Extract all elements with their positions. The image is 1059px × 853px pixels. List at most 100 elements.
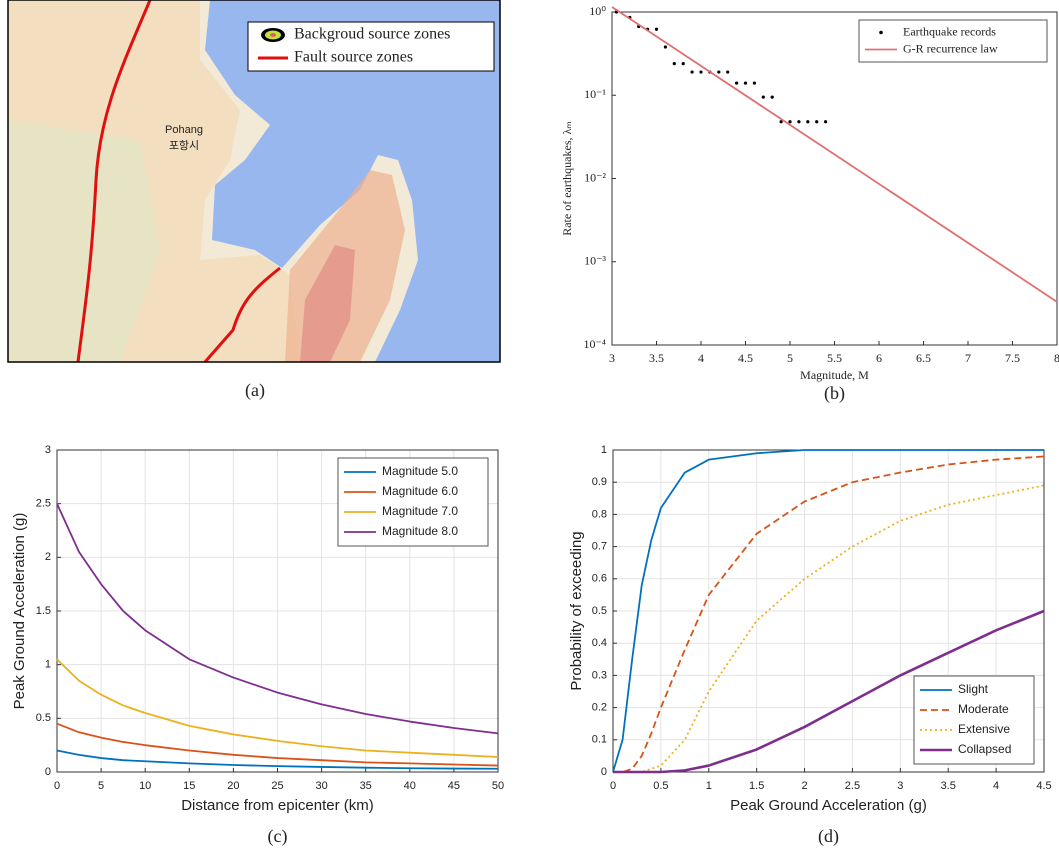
x-tick-label: 2 bbox=[801, 780, 807, 792]
x-tick-label: 3 bbox=[609, 351, 615, 365]
y-tick-label: 2.5 bbox=[36, 498, 51, 510]
legend-swatch bbox=[879, 31, 883, 35]
data-point bbox=[673, 62, 676, 65]
x-tick-label: 20 bbox=[227, 780, 239, 792]
legend-label: Magnitude 7.0 bbox=[382, 504, 458, 518]
y-tick-label: 10⁻³ bbox=[584, 254, 606, 268]
data-point bbox=[797, 120, 800, 123]
y-tick-label: 1 bbox=[601, 444, 607, 456]
x-tick-label: 6 bbox=[876, 351, 882, 365]
x-tick-label: 25 bbox=[271, 780, 283, 792]
map-label: 포항시 bbox=[169, 139, 199, 152]
x-tick-label: 1 bbox=[706, 780, 712, 792]
x-tick-label: 10 bbox=[139, 780, 151, 792]
x-tick-label: 15 bbox=[183, 780, 195, 792]
x-tick-label: 3.5 bbox=[649, 351, 664, 365]
legend-label: Moderate bbox=[958, 702, 1009, 716]
y-tick-label: 10⁻⁴ bbox=[583, 337, 606, 351]
y-tick-label: 0.1 bbox=[592, 734, 607, 746]
y-tick-label: 0.8 bbox=[592, 508, 607, 520]
legend-label: Earthquake records bbox=[903, 24, 996, 38]
x-tick-label: 1.5 bbox=[749, 780, 764, 792]
legend-label: G-R recurrence law bbox=[903, 41, 998, 55]
y-tick-label: 0.5 bbox=[36, 712, 51, 724]
x-tick-label: 0.5 bbox=[653, 780, 668, 792]
y-tick-label: 0.9 bbox=[592, 476, 607, 488]
caption: (d) bbox=[818, 826, 839, 847]
data-point bbox=[726, 70, 729, 73]
x-tick-label: 7 bbox=[965, 351, 971, 365]
y-tick-label: 1 bbox=[45, 659, 51, 671]
y-axis-label: Rate of earthquakes, λₘ bbox=[560, 121, 574, 236]
x-tick-label: 3.5 bbox=[941, 780, 956, 792]
y-tick-label: 0 bbox=[601, 766, 607, 778]
legend-label: Magnitude 5.0 bbox=[382, 464, 458, 478]
legend-label: Backgroud source zones bbox=[294, 26, 450, 43]
x-tick-label: 7.5 bbox=[1005, 351, 1020, 365]
y-tick-label: 3 bbox=[45, 444, 51, 456]
y-tick-label: 0.6 bbox=[592, 573, 607, 585]
x-tick-label: 4.5 bbox=[738, 351, 753, 365]
y-tick-label: 10⁻² bbox=[584, 170, 606, 184]
x-tick-label: 50 bbox=[492, 780, 504, 792]
y-tick-label: 0 bbox=[45, 766, 51, 778]
y-tick-label: 10⁰ bbox=[589, 4, 606, 18]
data-point bbox=[771, 96, 774, 99]
x-tick-label: 4 bbox=[993, 780, 999, 792]
y-tick-label: 0.4 bbox=[592, 637, 607, 649]
legend-icon bbox=[270, 33, 276, 37]
y-tick-label: 1.5 bbox=[36, 605, 51, 617]
map-label: Pohang bbox=[165, 124, 203, 136]
data-point bbox=[735, 81, 738, 84]
data-point bbox=[699, 70, 702, 73]
caption: (a) bbox=[245, 380, 265, 401]
x-tick-label: 5.5 bbox=[827, 351, 842, 365]
x-tick-label: 4 bbox=[698, 351, 704, 365]
x-tick-label: 0 bbox=[54, 780, 60, 792]
map: Pohang 포항시 Backgroud source zones Fault … bbox=[8, 0, 500, 362]
y-tick-label: 0.3 bbox=[592, 669, 607, 681]
legend-label: Extensive bbox=[958, 722, 1010, 736]
x-tick-label: 30 bbox=[315, 780, 327, 792]
x-tick-label: 6.5 bbox=[916, 351, 931, 365]
caption: (b) bbox=[824, 383, 845, 404]
data-point bbox=[682, 62, 685, 65]
figure: Pohang 포항시 Backgroud source zones Fault … bbox=[0, 0, 1059, 853]
data-point bbox=[717, 70, 720, 73]
data-point bbox=[806, 120, 809, 123]
y-tick-label: 0.7 bbox=[592, 541, 607, 553]
x-tick-label: 8 bbox=[1054, 351, 1059, 365]
y-tick-label: 0.5 bbox=[592, 605, 607, 617]
legend-label: Magnitude 8.0 bbox=[382, 524, 458, 538]
data-point bbox=[788, 120, 791, 123]
x-axis-label: Peak Ground Acceleration (g) bbox=[730, 797, 927, 814]
y-tick-label: 10⁻¹ bbox=[584, 87, 606, 101]
y-tick-label: 0.2 bbox=[592, 702, 607, 714]
x-tick-label: 0 bbox=[610, 780, 616, 792]
caption: (c) bbox=[268, 826, 288, 847]
x-tick-label: 5 bbox=[98, 780, 104, 792]
data-point bbox=[753, 81, 756, 84]
y-axis-label: Peak Ground Acceleration (g) bbox=[11, 513, 28, 710]
data-point bbox=[762, 96, 765, 99]
x-tick-label: 35 bbox=[360, 780, 372, 792]
x-tick-label: 40 bbox=[404, 780, 416, 792]
y-axis-label: Probability of exceeding bbox=[568, 531, 585, 690]
data-point bbox=[664, 45, 667, 48]
legend-label: Collapsed bbox=[958, 742, 1011, 756]
data-point bbox=[815, 120, 818, 123]
data-point bbox=[744, 81, 747, 84]
x-tick-label: 5 bbox=[787, 351, 793, 365]
x-tick-label: 3 bbox=[897, 780, 903, 792]
legend-label: Fault source zones bbox=[294, 49, 413, 66]
data-point bbox=[655, 28, 658, 31]
legend-label: Magnitude 6.0 bbox=[382, 484, 458, 498]
x-axis-label: Magnitude, M bbox=[800, 368, 869, 382]
x-tick-label: 4.5 bbox=[1036, 780, 1051, 792]
x-tick-label: 45 bbox=[448, 780, 460, 792]
data-point bbox=[824, 120, 827, 123]
y-tick-label: 2 bbox=[45, 551, 51, 563]
x-tick-label: 2.5 bbox=[845, 780, 860, 792]
x-axis-label: Distance from epicenter (km) bbox=[181, 797, 374, 814]
data-point bbox=[691, 70, 694, 73]
